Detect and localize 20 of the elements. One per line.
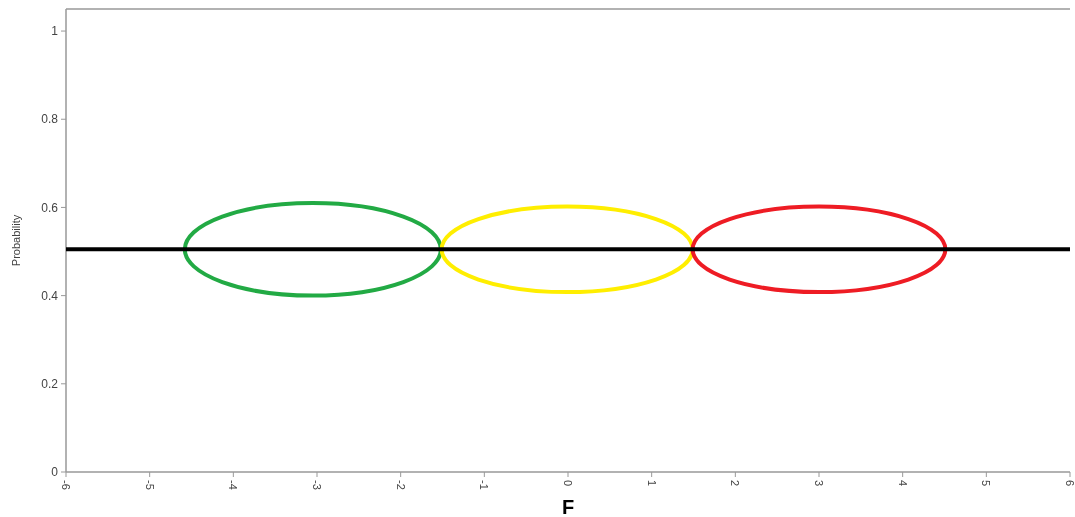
x-tick-label: -4 (227, 480, 240, 490)
y-tick-label: 0.4 (41, 288, 59, 303)
y-axis-title: Probability (10, 214, 22, 267)
x-tick-label: 0 (562, 480, 575, 487)
x-tick-label: -2 (394, 480, 407, 490)
y-tick-label: 0.6 (41, 200, 59, 215)
x-tick-label: 3 (813, 480, 826, 487)
y-tick-label: 1 (51, 24, 59, 39)
x-tick-label: 4 (896, 480, 909, 487)
x-tick-label: 5 (980, 480, 993, 487)
x-axis-title: F (561, 496, 575, 517)
x-tick-label: 1 (645, 480, 658, 487)
x-tick-label: -1 (478, 480, 491, 490)
x-tick-label: -5 (143, 480, 156, 490)
y-tick-label: 0.2 (41, 377, 59, 392)
x-tick-label: -6 (60, 480, 73, 490)
x-tick-label: -3 (311, 480, 324, 490)
y-tick-label: 0.8 (41, 112, 59, 127)
x-tick-label: 6 (1064, 480, 1075, 487)
x-tick-label: 2 (729, 480, 742, 487)
